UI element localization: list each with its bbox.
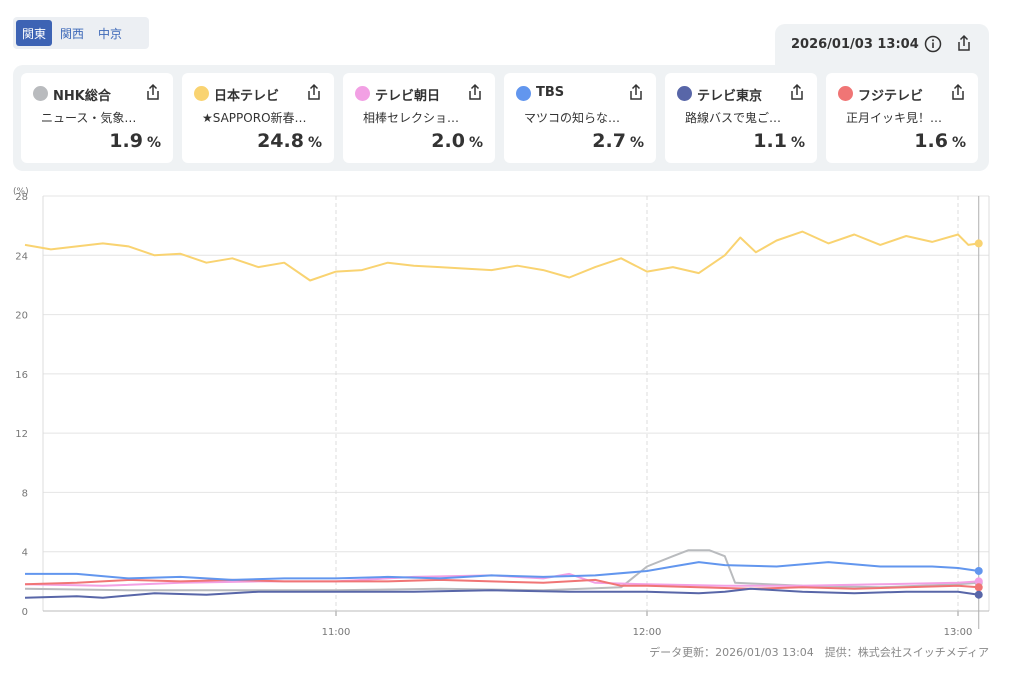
share-icon[interactable] [788, 83, 806, 101]
x-tick-label: 13:00 [944, 627, 973, 638]
y-tick-label: 4 [22, 548, 28, 559]
channel-card-tv-asahi[interactable]: テレビ朝日相棒セレクショ… 2.0% [343, 73, 495, 163]
series-end-point [974, 590, 983, 599]
rating-value: 1.6% [914, 130, 966, 152]
y-tick-label: 0 [22, 607, 28, 618]
update-timestamp: 2026/01/03 13:04 [791, 37, 919, 52]
share-icon[interactable] [144, 83, 162, 101]
region-tabs: 関東 関西 中京 [13, 17, 149, 49]
channel-color-dot [355, 86, 370, 101]
tab-chukyo[interactable]: 中京 [98, 26, 123, 41]
channel-color-dot [838, 86, 853, 101]
program-title: ★SAPPORO新春… [202, 111, 307, 125]
program-title: 正月イッキ見！… [846, 111, 943, 125]
channel-color-dot [194, 86, 209, 101]
series-end-point [974, 577, 983, 586]
program-title: 路線バスで鬼ご… [685, 111, 782, 125]
program-title: 相棒セレクショ… [363, 111, 460, 125]
x-tick-label: 11:00 [322, 627, 351, 638]
tab-kansai[interactable]: 関西 [60, 26, 85, 41]
footer-credit: データ更新：2026/01/03 13:04 提供：株式会社スイッチメディア [649, 646, 989, 659]
channel-name: フジテレビ [858, 89, 924, 104]
channel-name: テレビ朝日 [375, 89, 441, 104]
x-tick-label: 12:00 [633, 627, 662, 638]
rating-value: 2.7% [592, 130, 644, 152]
program-title: ニュース・気象… [41, 111, 137, 125]
channel-name: テレビ東京 [697, 89, 763, 104]
share-icon[interactable] [466, 83, 484, 101]
y-tick-label: 12 [15, 429, 28, 440]
series-end-point [974, 583, 983, 592]
series-end-point [974, 239, 983, 248]
channel-card-ntv[interactable]: 日本テレビ ★SAPPORO新春… 24.8% [182, 73, 334, 163]
ratings-chart: (%) 0 4 8 12 16 20 24 28 11:00 12:00 13:00 [13, 187, 990, 638]
channel-name: NHK総合 [53, 89, 111, 104]
channel-cards: NHK総合ニュース・気象… 1.9% 日本テレビ ★SAPPORO新春… 24.8% テレ… [21, 73, 978, 163]
channel-card-nhk[interactable]: NHK総合ニュース・気象… 1.9% [21, 73, 173, 163]
rating-value: 2.0% [431, 130, 483, 152]
share-icon[interactable] [627, 83, 645, 101]
y-tick-label: 16 [15, 370, 28, 381]
channel-name: 日本テレビ [214, 89, 280, 104]
channel-color-dot [516, 86, 531, 101]
rating-value: 1.1% [753, 130, 805, 152]
share-icon[interactable] [949, 83, 967, 101]
series-line [24, 230, 979, 282]
series-line [25, 561, 979, 581]
series-line [24, 587, 979, 599]
channel-panel: 2026/01/03 13:04 NHK総合ニュース・気象… 1.9% 日本テレビ ★… [13, 24, 989, 171]
tab-kanto[interactable]: 関東 [16, 20, 53, 46]
series-end-point [974, 566, 983, 575]
program-title: マツコの知らな… [524, 111, 621, 125]
info-icon[interactable] [924, 35, 942, 53]
rating-value: 24.8% [257, 130, 322, 152]
rating-value: 1.9% [109, 130, 161, 152]
channel-card-fuji[interactable]: フジテレビ正月イッキ見！… 1.6% [826, 73, 978, 163]
y-axis-unit: (%) [13, 187, 29, 197]
channel-name: TBS [536, 85, 565, 100]
y-tick-label: 8 [22, 488, 28, 499]
series-line [24, 578, 979, 590]
y-tick-label: 28 [15, 192, 28, 203]
y-tick-label: 24 [15, 251, 28, 262]
channel-color-dot [677, 86, 692, 101]
channel-color-dot [33, 86, 48, 101]
channel-card-tbs[interactable]: TBS マツコの知らな… 2.7% [504, 73, 656, 163]
y-tick-label: 20 [15, 311, 28, 322]
share-icon[interactable] [305, 83, 323, 101]
share-icon[interactable] [955, 34, 973, 52]
channel-card-tv-tokyo[interactable]: テレビ東京路線バスで鬼ご… 1.1% [665, 73, 817, 163]
